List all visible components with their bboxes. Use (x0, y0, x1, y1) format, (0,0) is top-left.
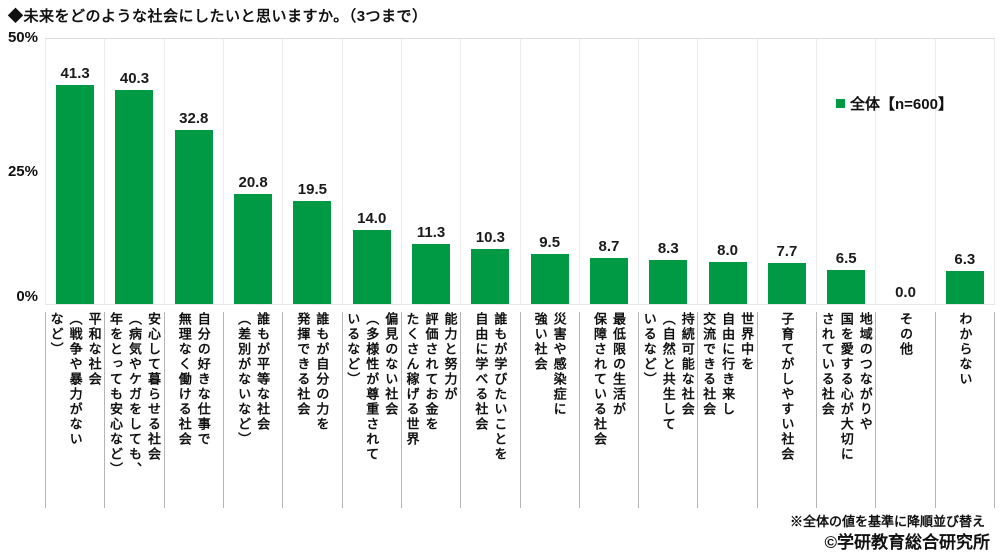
category-labels: 平和な社会 （戦争や暴力がない など） 安心して暮らせる社会 （病気やケガをしても… (45, 312, 995, 508)
category-label: 誰もが自分の力を 発揮できる社会 (295, 312, 330, 432)
plot-area: 41.3 40.3 32.8 20.8 19.5 14.0 11.3 10.3 9.5 8.7 8.… (45, 38, 995, 305)
bar (234, 193, 273, 304)
category-label: 誰もが平等な社会 （差別がないなど） (236, 312, 271, 447)
category-label: 災害や感染症に 強い社会 (532, 312, 567, 417)
category-label: 地域のつながりや 国を愛する心が大切に されている社会 (819, 312, 873, 462)
bar (412, 244, 451, 304)
category-label: 偏見のない社会 （多様性が尊重されて いるなど） (345, 312, 399, 462)
bar-value-label: 19.5 (297, 180, 327, 198)
bar-value-label: 9.5 (539, 233, 561, 251)
category-label: わからない (957, 312, 973, 387)
bar-column: 8.0 (698, 39, 758, 304)
bar-column: 6.5 (817, 39, 877, 304)
category-label: 世界中を 自由に行き来し 交流できる社会 (701, 312, 755, 417)
bar-column: 11.3 (402, 39, 462, 304)
category-cell: わからない (936, 312, 995, 508)
bar (174, 130, 213, 304)
category-cell: 能力と努力が 評価されてお金を たくさん稼げる世界 (402, 312, 462, 508)
bar-value-label: 6.3 (954, 250, 976, 268)
bar-value-label: 14.0 (357, 209, 387, 227)
bar-column: 7.7 (758, 39, 818, 304)
category-cell: 災害や感染症に 強い社会 (521, 312, 580, 508)
y-axis-tick-25: 25% (7, 163, 38, 180)
category-cell: 誰もが平等な社会 （差別がないなど） (224, 312, 284, 508)
bar (530, 253, 569, 304)
bar-column: 9.5 (521, 39, 580, 304)
category-cell: 世界中を 自由に行き来し 交流できる社会 (698, 312, 758, 508)
category-cell: 誰もが学びたいことを 自由に学べる社会 (461, 312, 521, 508)
bar-value-label: 6.5 (835, 249, 857, 267)
category-cell: その他 (876, 312, 936, 508)
bar-value-label: 7.7 (776, 243, 798, 261)
bar (293, 200, 332, 304)
bar (767, 263, 806, 304)
bar-column: 20.8 (224, 39, 284, 304)
bar (56, 85, 95, 304)
category-label: 平和な社会 （戦争や暴力がない など） (48, 312, 102, 447)
bar-value-label: 32.8 (179, 110, 209, 128)
bar (589, 257, 628, 304)
category-label: 能力と努力が 評価されてお金を たくさん稼げる世界 (404, 312, 458, 447)
category-cell: 地域のつながりや 国を愛する心が大切に されている社会 (817, 312, 877, 508)
bar-column: 8.7 (580, 39, 640, 304)
category-label: 自分の好きな仕事で 無理なく働ける社会 (176, 312, 211, 447)
bar-value-label: 41.3 (60, 65, 90, 83)
bar-value-label: 8.3 (657, 240, 679, 258)
bar-column: 41.3 (46, 39, 106, 304)
bar-column: 14.0 (343, 39, 402, 304)
category-cell: 子育てがしやすい社会 (758, 312, 818, 508)
category-cell: 持続可能な社会 （自然と共生して いるなど） (639, 312, 699, 508)
bar-column: 32.8 (165, 39, 224, 304)
category-label: 持続可能な社会 （自然と共生して いるなど） (641, 312, 695, 432)
legend-swatch-icon (836, 99, 845, 108)
category-label: 最低限の生活が 保障されている社会 (591, 312, 626, 447)
chart-title: ◆未来をどのような社会にしたいと思いますか。（3つまで） (8, 8, 428, 25)
bar (827, 269, 866, 304)
bar-value-label: 0.0 (895, 284, 916, 301)
bar (945, 270, 984, 304)
bar-value-label: 20.8 (238, 173, 268, 191)
category-cell: 最低限の生活が 保障されている社会 (580, 312, 640, 508)
bar (471, 249, 510, 304)
bar-column: 40.3 (105, 39, 165, 304)
category-label: 誰もが学びたいことを 自由に学べる社会 (473, 312, 508, 462)
bar-column: 8.3 (639, 39, 699, 304)
y-axis-tick-50: 50% (7, 29, 38, 46)
bar (708, 261, 747, 304)
bar-column: 19.5 (283, 39, 343, 304)
category-cell: 誰もが自分の力を 発揮できる社会 (283, 312, 343, 508)
bar-column: 0.0 (876, 39, 936, 304)
legend-label: 全体【n=600】 (850, 96, 953, 113)
bar-value-label: 8.7 (598, 237, 620, 255)
legend: 全体【n=600】 (836, 93, 953, 114)
category-cell: 平和な社会 （戦争や暴力がない など） (46, 312, 106, 508)
bar-value-label: 40.3 (119, 70, 150, 88)
bar-value-label: 10.3 (475, 229, 505, 247)
sort-footnote: ※全体の値を基準に降順並び替え (789, 514, 985, 529)
category-cell: 安心して暮らせる社会 （病気やケガをしても、 年をとっても安心など） (105, 312, 165, 508)
category-cell: 自分の好きな仕事で 無理なく働ける社会 (165, 312, 224, 508)
category-label: 子育てがしやすい社会 (779, 312, 795, 462)
bar-column: 10.3 (461, 39, 521, 304)
category-cell: 偏見のない社会 （多様性が尊重されて いるなど） (343, 312, 402, 508)
category-label: その他 (898, 312, 914, 357)
category-label: 安心して暮らせる社会 （病気やケガをしても、 年をとっても安心など） (107, 312, 161, 477)
bar-value-label: 11.3 (416, 224, 446, 242)
bar (352, 229, 391, 304)
bar-column: 6.3 (936, 39, 995, 304)
copyright-label: ©学研教育総合研究所 (824, 533, 990, 552)
bar-value-label: 8.0 (717, 241, 739, 259)
bar (115, 90, 154, 304)
y-axis-tick-0: 0% (16, 288, 38, 305)
bar (649, 260, 688, 304)
